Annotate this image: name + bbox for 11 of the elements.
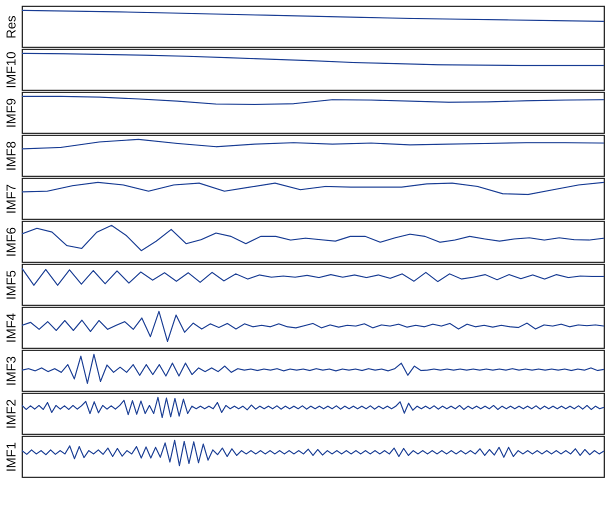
y-axis-title: IMF7 xyxy=(4,184,18,214)
y-axis-title: IMF10 xyxy=(4,52,18,88)
y-axis-title: IMF1 xyxy=(4,442,18,472)
y-axis-title: IMF4 xyxy=(4,313,18,343)
y-axis-title: IMF9 xyxy=(4,98,18,128)
y-axis-title: IMF3 xyxy=(4,356,18,386)
y-axis-title: IMF6 xyxy=(4,227,18,257)
y-axis-title: Res xyxy=(4,14,18,39)
y-axis-title: IMF5 xyxy=(4,270,18,300)
y-axis-title: IMF2 xyxy=(4,399,18,429)
y-axis-title: IMF8 xyxy=(4,141,18,171)
